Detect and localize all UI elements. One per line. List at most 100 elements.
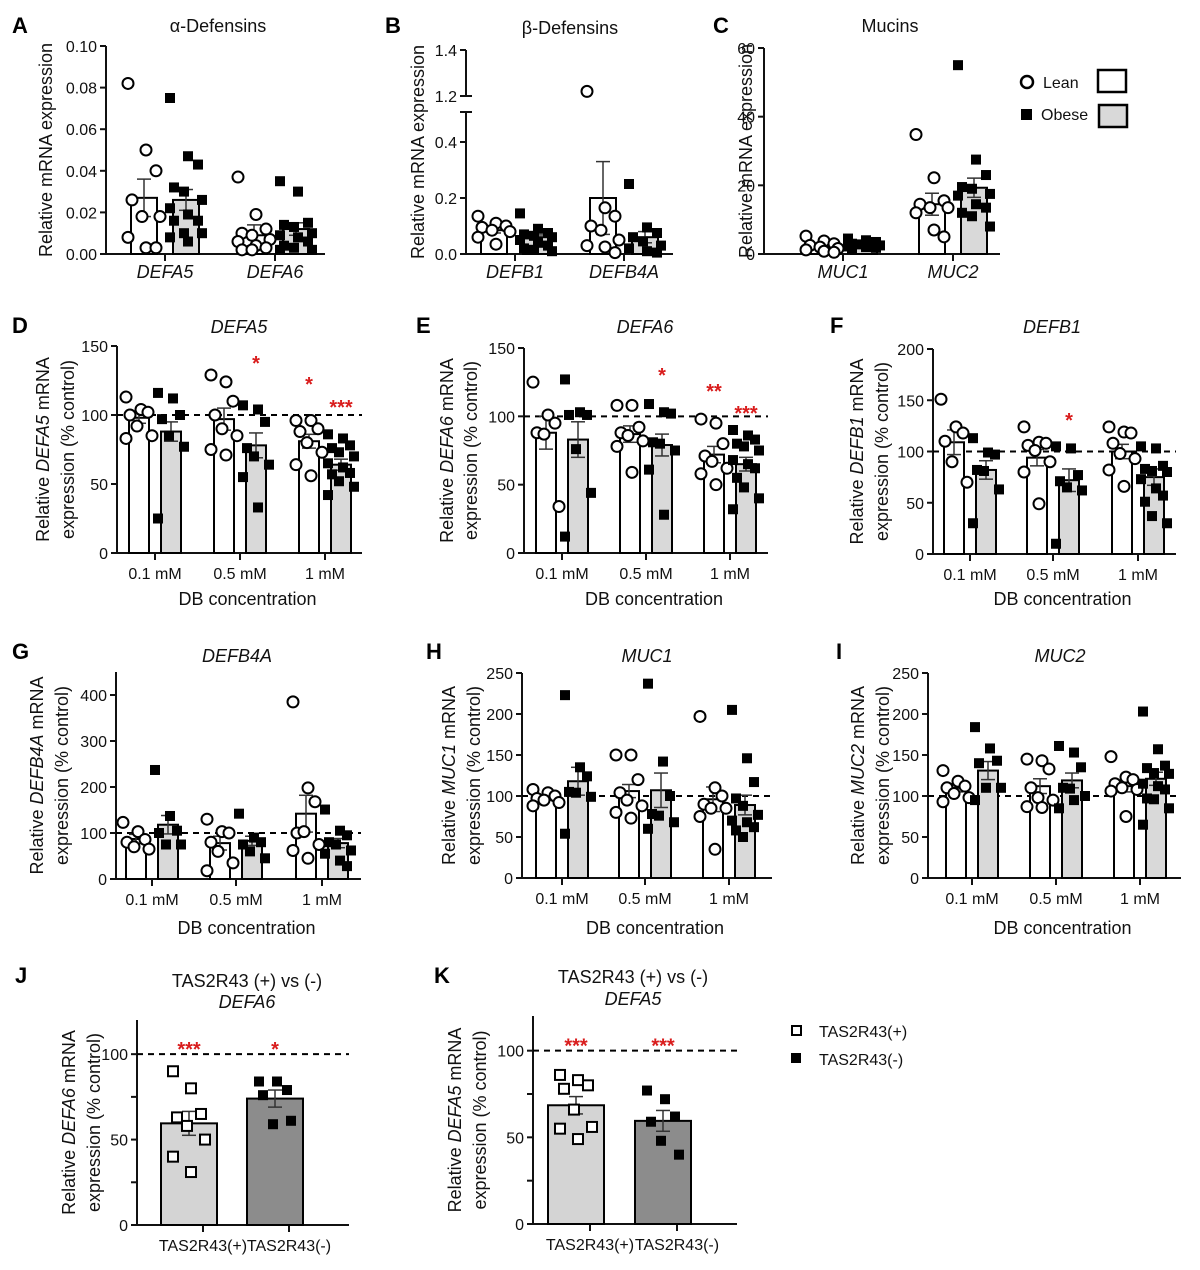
data-point-obese (289, 242, 299, 253)
data-point-obese (953, 60, 963, 71)
y-axis-label-line2: expression (% control) (58, 360, 78, 539)
bar-obese (245, 444, 267, 554)
data-point-tas2r43-plus (167, 1150, 179, 1163)
data-point-obese (968, 518, 978, 529)
data-point-lean (934, 392, 948, 406)
data-point-obese (985, 743, 995, 754)
x-axis-label: DB concentration (993, 589, 1131, 609)
data-point-lean (909, 128, 923, 142)
data-point-lean (693, 709, 707, 723)
data-point-tas2r43-minus (670, 1111, 680, 1122)
y-label-text: Relative (439, 795, 459, 865)
open-circle-marker-icon (1019, 74, 1035, 90)
y-label-text: Relative (33, 472, 53, 542)
data-point-obese (168, 393, 178, 404)
data-point-lean (537, 793, 551, 807)
data-point-lean (471, 209, 485, 223)
data-point-lean (311, 422, 325, 436)
significance-marker: *** (564, 1036, 588, 1058)
x-tick-label: TAS2R43(-) (247, 1238, 331, 1255)
data-point-tas2r43-minus (268, 1119, 278, 1130)
data-point-obese (183, 236, 193, 247)
data-point-obese (638, 236, 648, 247)
significance-marker: *** (177, 1039, 201, 1061)
data-point-obese (179, 186, 189, 197)
data-point-tas2r43-plus (195, 1107, 207, 1120)
data-point-lean (245, 228, 259, 242)
y-axis-label-line1: Relative MUC1 mRNA (439, 686, 459, 865)
panel-letter: G (12, 639, 29, 664)
data-point-lean (304, 414, 318, 428)
x-tick-label: TAS2R43(-) (635, 1237, 719, 1254)
data-point-lean (632, 420, 646, 434)
error-bar (656, 1109, 670, 1133)
y-axis-label-line1: Relative DEFB4A mRNA (27, 676, 47, 874)
y-label-text: Relative (445, 1142, 465, 1212)
data-point-lean (286, 695, 300, 709)
y-tick-label: 250 (892, 666, 919, 683)
data-point-lean (145, 429, 159, 443)
y-tick-label: 0 (99, 546, 108, 563)
y-label-text: Relative (59, 1145, 79, 1215)
y-tick-label: 1.2 (435, 89, 457, 106)
x-tick-label: 1 mM (1118, 567, 1158, 584)
data-point-tas2r43-plus (185, 1082, 197, 1095)
data-point-lean (693, 810, 707, 823)
data-point-obese (1158, 460, 1168, 471)
data-point-obese (742, 817, 752, 828)
data-point-obese (658, 756, 668, 767)
data-point-lean (297, 825, 311, 839)
data-point-obese (519, 243, 529, 254)
data-point-obese (861, 242, 871, 253)
data-point-obese (560, 531, 570, 542)
gray-bar-swatch-icon (1097, 103, 1129, 129)
y-tick-label: 0 (746, 247, 755, 264)
data-point-obese (164, 430, 174, 441)
data-point-lean (259, 241, 273, 255)
data-point-lean (249, 207, 263, 221)
data-point-obese (245, 846, 255, 857)
data-point-obese (1138, 819, 1148, 830)
data-point-obese (515, 208, 525, 219)
data-point-obese (656, 240, 666, 251)
data-point-obese (1142, 793, 1152, 804)
y-tick-label: 0 (98, 872, 107, 889)
data-point-obese (575, 407, 585, 418)
data-point-lean (608, 209, 622, 223)
x-tick-label: 0.1 mM (535, 566, 588, 583)
data-point-obese (303, 217, 313, 228)
data-point-obese (1066, 443, 1076, 454)
data-point-obese (665, 791, 675, 801)
data-point-obese (1164, 768, 1174, 779)
data-point-obese (644, 399, 654, 410)
data-point-tas2r43-plus (558, 1082, 570, 1095)
legend-item-tas2r43-plus: TAS2R43(+) (791, 1024, 907, 1041)
data-point-obese (647, 809, 657, 820)
data-point-obese (1055, 476, 1065, 487)
data-point-lean (609, 805, 623, 819)
x-axis-label: DB concentration (585, 589, 723, 609)
data-point-obese (728, 425, 738, 435)
data-point-lean (226, 394, 240, 408)
data-point-lean (708, 781, 722, 795)
data-point-obese (1162, 518, 1172, 529)
x-tick-label: 1 mM (305, 566, 345, 583)
x-axis-label: DB concentration (586, 918, 724, 938)
data-point-obese (260, 416, 270, 427)
y-tick-label: 100 (486, 789, 513, 806)
data-point-obese (981, 202, 991, 213)
data-point-obese (754, 493, 764, 504)
data-point-tas2r43-plus (582, 1079, 594, 1092)
data-point-lean (293, 425, 307, 439)
data-point-lean (1020, 800, 1034, 814)
y-tick-label: 0.08 (66, 81, 97, 98)
data-point-obese (349, 481, 359, 492)
data-point-obese (643, 823, 653, 834)
data-point-obese (582, 771, 592, 782)
data-point-obese (642, 222, 652, 233)
data-point-obese (264, 459, 274, 470)
y-tick-label: 0 (910, 871, 919, 888)
data-point-lean (704, 801, 718, 815)
